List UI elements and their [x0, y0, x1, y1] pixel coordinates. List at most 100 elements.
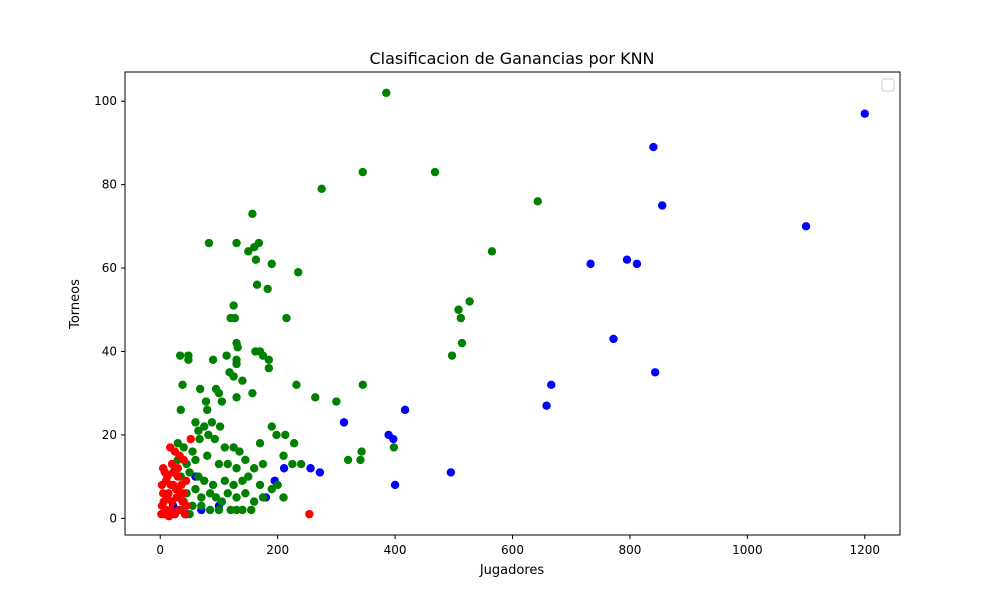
data-point [658, 201, 667, 210]
data-point [273, 480, 282, 490]
y-tick-label: 100 [94, 94, 117, 108]
x-tick-label: 400 [384, 543, 407, 557]
data-point [232, 359, 241, 369]
data-point [358, 380, 367, 390]
data-point [263, 284, 272, 294]
data-point [430, 167, 440, 177]
data-point [465, 297, 474, 306]
data-point [194, 426, 203, 435]
data-point [232, 493, 241, 502]
data-point [358, 167, 367, 177]
data-point [191, 455, 200, 465]
data-point [249, 497, 259, 506]
data-point [168, 480, 178, 490]
data-point [200, 476, 209, 485]
y-axis-label: Torneos [68, 279, 83, 330]
data-point [447, 351, 457, 360]
data-point [208, 480, 218, 490]
x-tick-label: 200 [266, 543, 289, 557]
data-point [172, 493, 181, 502]
data-point [226, 505, 235, 515]
data-point [210, 434, 220, 444]
data-point [272, 430, 281, 440]
data-point [339, 418, 349, 427]
data-point [188, 501, 197, 510]
data-point [188, 447, 197, 456]
data-point [229, 301, 238, 310]
data-point [454, 305, 463, 314]
data-point [205, 505, 215, 515]
data-point [232, 393, 241, 402]
data-point [175, 351, 185, 360]
data-point [197, 493, 206, 502]
data-point [249, 464, 259, 473]
data-point [176, 405, 185, 415]
data-point [232, 238, 241, 248]
data-point [249, 242, 259, 252]
data-point [173, 439, 183, 448]
data-point [191, 418, 200, 427]
legend-box [881, 78, 895, 92]
data-point [241, 489, 250, 498]
data-point [179, 455, 188, 465]
data-point [294, 268, 303, 277]
data-point [235, 447, 244, 456]
data-point [279, 451, 288, 460]
data-point [247, 505, 256, 515]
data-point [214, 505, 224, 515]
data-point [547, 380, 556, 390]
data-point [214, 459, 224, 469]
data-point [217, 497, 227, 506]
y-tick-label: 80 [102, 178, 117, 192]
data-point [279, 493, 288, 502]
data-point [389, 443, 399, 452]
data-point [195, 384, 205, 394]
data-point [251, 255, 261, 264]
data-point [197, 501, 206, 510]
data-point [229, 480, 238, 490]
data-point [214, 388, 224, 398]
data-point [215, 422, 225, 431]
data-point [267, 259, 276, 269]
x-tick-label: 800 [618, 543, 641, 557]
data-point [288, 459, 297, 469]
data-point [163, 472, 172, 481]
data-point [258, 459, 268, 469]
data-point [233, 343, 242, 352]
data-point [173, 472, 183, 481]
data-point [241, 455, 250, 465]
y-axis-ticks: 0 20 40 60 80 100 [94, 94, 125, 525]
y-tick-label: 40 [102, 344, 117, 358]
data-point [457, 338, 467, 348]
data-point [542, 401, 551, 410]
data-point [203, 405, 212, 415]
data-point [400, 405, 410, 415]
x-axis-ticks: 0 200 400 600 800 1000 1200 [156, 535, 880, 557]
data-point [174, 505, 184, 515]
data-point [238, 505, 247, 515]
data-point [860, 109, 869, 118]
data-point [223, 489, 232, 498]
data-point [456, 313, 466, 323]
data-point [164, 489, 173, 498]
data-point [220, 443, 230, 452]
data-point [229, 443, 238, 452]
data-point [223, 459, 232, 469]
data-point [649, 142, 658, 152]
data-point [200, 422, 209, 431]
data-point [232, 505, 241, 515]
data-point [289, 439, 299, 448]
data-point [279, 464, 289, 473]
data-point [217, 397, 227, 406]
data-point [282, 313, 291, 323]
data-point [244, 472, 253, 481]
data-point [248, 209, 257, 219]
data-point [244, 247, 253, 256]
data-point [533, 197, 542, 206]
data-point [178, 380, 187, 390]
x-tick-label: 1000 [732, 543, 763, 557]
data-point [390, 480, 400, 490]
data-point [255, 439, 265, 448]
